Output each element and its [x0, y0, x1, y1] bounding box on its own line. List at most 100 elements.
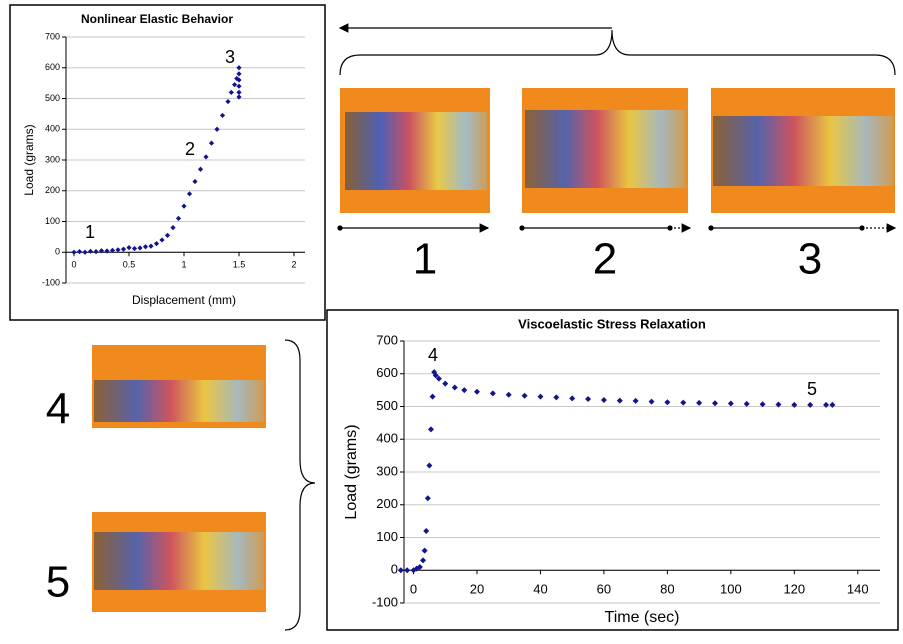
y-tick-label: 100 [45, 216, 60, 226]
data-point [203, 154, 209, 160]
data-point [115, 247, 121, 253]
data-point [537, 393, 544, 400]
x-tick-label: 0 [410, 582, 417, 597]
y-tick-label: 600 [45, 62, 60, 72]
y-tick-label: 0 [391, 562, 398, 577]
data-point [421, 547, 428, 554]
x-tick-label: 80 [660, 582, 674, 597]
x-tick-label: 0 [71, 260, 76, 270]
scale-arrows [337, 223, 897, 233]
chart-title: Viscoelastic Stress Relaxation [518, 316, 706, 331]
data-point [87, 248, 94, 254]
data-point [829, 401, 836, 408]
x-axis-label: Time (sec) [605, 609, 680, 626]
data-point [126, 245, 132, 251]
data-point [214, 126, 220, 132]
data-point [435, 375, 442, 382]
data-point [236, 77, 242, 83]
data-point [236, 89, 242, 95]
data-point [225, 98, 231, 105]
data-point [148, 243, 154, 249]
data-point [104, 248, 110, 254]
annotation: 2 [185, 139, 195, 159]
data-point [219, 112, 226, 119]
data-point [76, 249, 83, 255]
data-point [236, 83, 242, 89]
data-point [208, 140, 215, 146]
data-point [71, 249, 77, 255]
data-point [775, 401, 782, 408]
data-point [505, 391, 512, 398]
y-tick-label: 500 [45, 93, 60, 103]
x-tick-label: 1 [181, 260, 186, 270]
x-tick-label: 40 [533, 582, 547, 597]
data-point [648, 398, 655, 405]
y-tick-label: -100 [372, 594, 398, 609]
data-point [489, 390, 496, 397]
y-tick-label: 600 [376, 365, 398, 380]
data-point [397, 567, 404, 574]
y-tick-label: 700 [376, 332, 398, 347]
panel-label: 1 [413, 235, 437, 284]
data-point [743, 400, 750, 407]
panel-label: 5 [46, 558, 70, 607]
y-tick-label: 100 [376, 529, 398, 544]
annotation: 1 [85, 222, 95, 242]
data-point [696, 399, 703, 406]
y-tick-label: 300 [45, 154, 60, 164]
annotation: 4 [428, 345, 438, 365]
data-point [142, 244, 149, 250]
data-point [442, 380, 449, 387]
data-point [82, 249, 88, 255]
panel-label: 4 [46, 385, 70, 434]
x-tick-label: 1.5 [233, 260, 246, 270]
data-point [181, 203, 187, 209]
data-point [461, 387, 468, 394]
x-axis-label: Displacement (mm) [132, 293, 236, 307]
data-point [521, 392, 528, 399]
data-point [159, 237, 165, 243]
data-point [197, 166, 204, 172]
brace [284, 339, 316, 631]
data-point [553, 394, 560, 401]
data-point [791, 401, 798, 408]
data-point [164, 232, 171, 238]
data-point [416, 563, 423, 570]
data-point [120, 246, 127, 252]
data-point [236, 94, 242, 100]
y-tick-label: 700 [45, 31, 60, 41]
y-tick-label: 300 [376, 463, 398, 478]
x-tick-label: 100 [720, 582, 742, 597]
chart-frame [326, 309, 899, 631]
data-point [600, 396, 607, 403]
y-tick-label: 200 [45, 185, 60, 195]
annotation: 5 [807, 379, 817, 399]
data-point [423, 527, 430, 534]
data-point [569, 395, 576, 402]
photo [92, 512, 266, 612]
panel-label: 3 [798, 235, 822, 284]
data-point [170, 225, 176, 231]
data-point [451, 384, 458, 391]
data-point [137, 245, 143, 251]
data-point [680, 399, 687, 406]
panel-label: 2 [593, 235, 617, 284]
data-point [424, 495, 431, 502]
x-tick-label: 0.5 [123, 260, 136, 270]
data-point [473, 388, 480, 395]
data-point [175, 215, 182, 222]
data-point [426, 462, 433, 469]
y-tick-label: -100 [42, 277, 60, 287]
photo [340, 88, 490, 213]
data-point [823, 401, 830, 408]
photo [92, 345, 266, 428]
data-point [429, 393, 436, 400]
data-point [807, 401, 814, 408]
y-tick-label: 400 [45, 124, 60, 134]
data-point [727, 400, 734, 407]
data-point [664, 399, 671, 406]
photo [711, 88, 895, 213]
data-point [192, 178, 198, 185]
chart-title: Nonlinear Elastic Behavior [81, 12, 233, 26]
